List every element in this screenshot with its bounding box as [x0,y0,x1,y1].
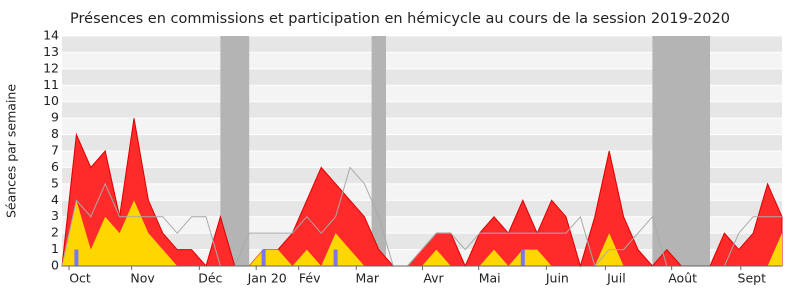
y-tick-label: 2 [51,225,59,240]
y-tick-label: 8 [51,126,59,141]
y-tick-label: 1 [51,241,59,256]
x-tick-label: Juin [545,271,569,286]
y-tick-label: 0 [51,258,59,273]
area [62,200,782,266]
recess-band [652,36,710,266]
x-tick-label: Déc [198,271,222,286]
y-tick-label: 10 [43,93,59,108]
x-tick-label: Mai [479,271,501,286]
x-tick-label: Nov [130,271,155,286]
bar [261,249,266,266]
y-tick-label: 11 [43,77,59,92]
y-tick-label: 7 [51,143,59,158]
bar [74,249,79,266]
y-tick-label: 9 [51,110,59,125]
recess-band [220,36,250,266]
bar [520,249,525,266]
y-tick-label: 13 [43,44,59,59]
recess-band [371,36,386,266]
y-tick-label: 5 [51,175,59,190]
chart-title: Présences en commissions et participatio… [70,11,730,27]
median-line [61,166,782,268]
x-tick-label: Avr [423,271,444,286]
x-tick-label: Juil [606,271,626,286]
x-tick-label: Jan 20 [247,271,287,286]
y-axis-label: Séances par semaine [4,84,19,218]
x-tick-label: Fév [299,271,321,286]
bar [333,249,338,266]
x-tick-label: Sept [738,271,767,286]
x-tick-label: Mar [355,271,379,286]
x-tick-label: Août [668,271,697,286]
y-tick-label: 12 [43,60,59,75]
y-tick-label: 3 [51,208,59,223]
y-tick-label: 6 [51,159,59,174]
y-tick-label: 4 [51,192,59,207]
y-tick-label: 14 [43,28,59,43]
x-tick-label: Oct [69,271,91,286]
